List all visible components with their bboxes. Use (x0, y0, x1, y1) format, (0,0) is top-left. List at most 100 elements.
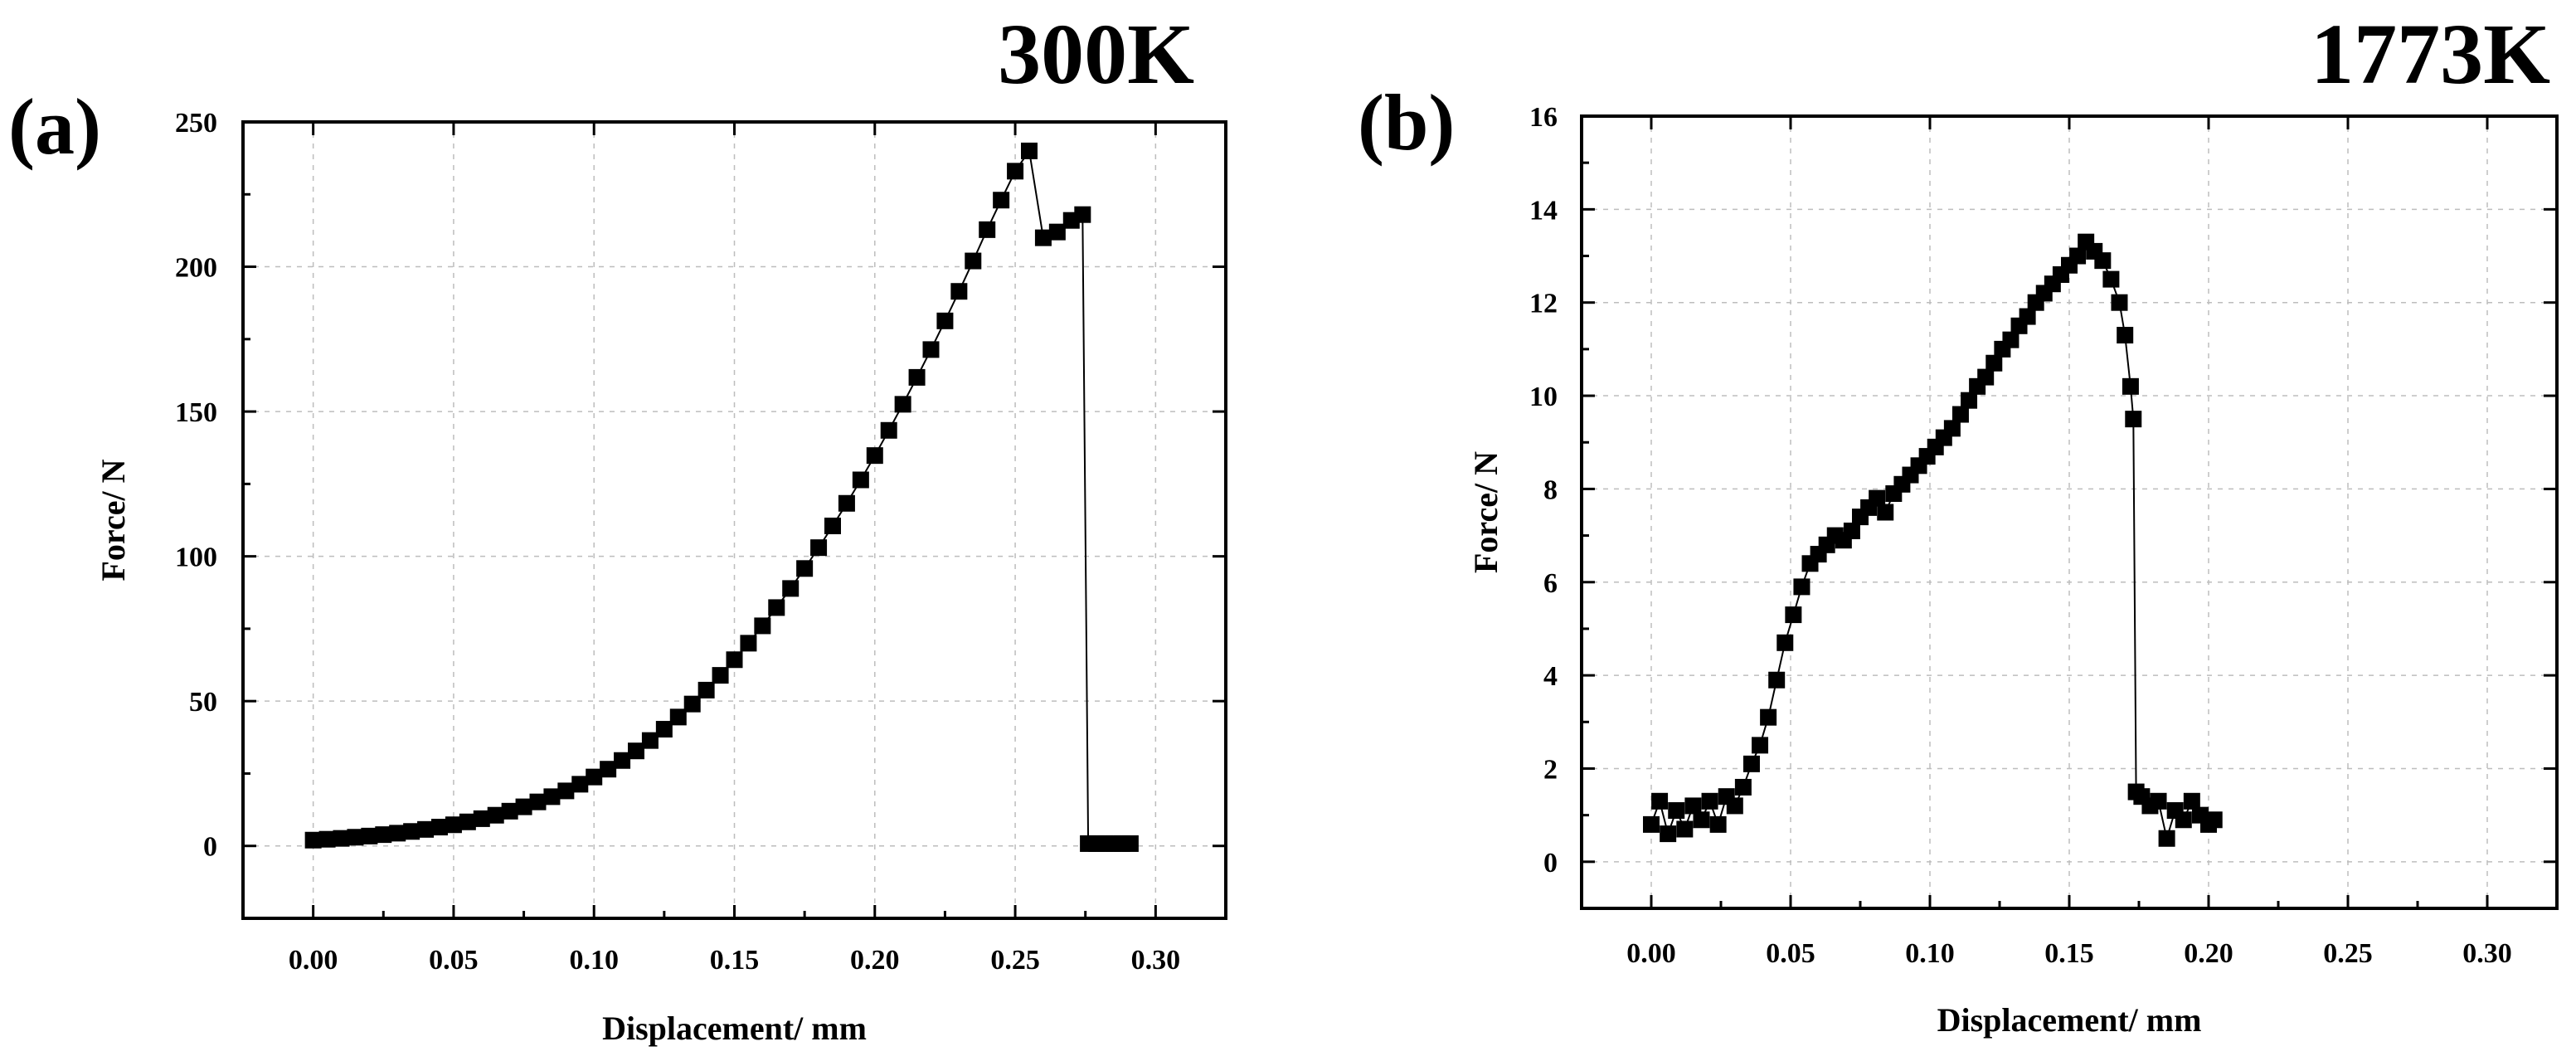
data-point (557, 782, 575, 800)
data-point (2069, 247, 2087, 265)
x-tick-label: 0.20 (850, 945, 900, 976)
x-tick-label: 0.10 (569, 945, 619, 976)
x-tick-label: 0.20 (2184, 938, 2233, 969)
y-tick-label: 8 (1543, 475, 1558, 505)
x-tick-label: 0.00 (1626, 938, 1676, 969)
data-point (894, 396, 911, 413)
chart-a: 0.00 0.05 0.10 0.15 0.20 0.25 0.30 0 50 100 150 200… (8, 7, 1227, 1047)
plot-frame (241, 120, 1227, 920)
data-point (571, 776, 589, 793)
data-point (866, 447, 883, 465)
data-point (1951, 406, 1969, 423)
data-point (1760, 708, 1777, 726)
data-point (768, 599, 785, 616)
data-point (641, 732, 659, 749)
data-point (782, 580, 800, 597)
x-tick-label: 0.30 (2462, 938, 2512, 969)
data-point (1726, 797, 1743, 815)
data-point (1643, 815, 1660, 833)
data-point (2158, 830, 2175, 847)
x-axis-label: Displacement/ mm (1937, 1001, 2202, 1039)
data-point (2150, 792, 2167, 810)
data-point (431, 819, 448, 836)
data-point (445, 816, 462, 834)
data-point (389, 825, 406, 842)
y-tick-label: 16 (1529, 102, 1558, 133)
data-point (1693, 811, 1710, 829)
y-tick-label: 2 (1543, 754, 1558, 785)
data-point (403, 823, 420, 840)
y-tick-label: 6 (1543, 568, 1558, 599)
grid-lines (243, 121, 1226, 918)
series-300K (304, 142, 1139, 852)
y-tick-label: 14 (1529, 195, 1558, 226)
data-point (754, 617, 771, 635)
data-point (515, 798, 532, 815)
data-point (655, 721, 673, 738)
data-point (740, 635, 757, 652)
data-point (600, 761, 617, 778)
data-point (2183, 792, 2200, 810)
x-tick-label: 0.30 (1131, 945, 1181, 976)
data-point (950, 283, 968, 300)
data-point (838, 494, 855, 512)
data-point (697, 681, 715, 698)
data-point (880, 421, 897, 439)
y-tick-label: 100 (175, 543, 217, 573)
y-tick-label: 150 (175, 397, 217, 428)
data-point (614, 752, 631, 769)
data-point (543, 788, 561, 805)
y-axis-label: Force/ N (1467, 451, 1504, 573)
data-point (417, 820, 435, 838)
data-point (2125, 411, 2142, 428)
data-point (473, 810, 490, 827)
x-tick-label: 0.25 (2323, 938, 2373, 969)
data-point (501, 802, 518, 820)
data-point (347, 829, 364, 846)
data-point (487, 806, 504, 824)
data-point (1961, 392, 1978, 409)
data-point (1021, 142, 1038, 159)
data-point (1121, 835, 1139, 852)
data-point (1793, 578, 1810, 596)
data-point (1660, 825, 1677, 843)
data-point (1709, 815, 1727, 833)
data-point (2117, 327, 2134, 344)
data-point (1843, 522, 1860, 539)
data-point (1676, 820, 1694, 838)
chart-title: 1773K (2311, 7, 2550, 102)
x-tick-label: 0.10 (1905, 938, 1955, 969)
data-point (683, 695, 701, 713)
data-point (1651, 792, 1669, 810)
y-tick-label: 0 (1543, 848, 1558, 878)
data-point (1034, 229, 1052, 246)
data-point (1776, 634, 1794, 651)
data-point (375, 826, 392, 844)
data-point (726, 651, 743, 669)
chart-title: 300K (998, 7, 1194, 102)
data-point (1785, 606, 1802, 624)
data-point (2102, 270, 2120, 288)
data-point (1007, 163, 1024, 180)
data-point (1668, 802, 1685, 820)
y-tick-label: 10 (1529, 382, 1558, 412)
y-tick-label: 4 (1543, 661, 1558, 692)
data-point (993, 192, 1010, 209)
chart-b: 0.00 0.05 0.10 0.15 0.20 0.25 0.30 0 2 4 6 8 10 12 14 1… (1358, 7, 2559, 1039)
x-axis-label: Displacement/ mm (602, 1010, 867, 1047)
data-point (908, 368, 926, 386)
data-point (965, 252, 982, 270)
data-point (1869, 489, 1886, 507)
data-point (2175, 811, 2192, 829)
data-point (1877, 504, 1894, 521)
y-tick-label: 200 (175, 253, 217, 284)
y-tick-label: 0 (203, 832, 217, 863)
data-point (1742, 755, 1760, 772)
x-tick-label: 0.05 (429, 945, 479, 976)
data-point (2002, 331, 2019, 348)
data-point (922, 341, 940, 358)
data-point (810, 539, 828, 557)
data-point (669, 708, 687, 726)
data-point (1734, 778, 1752, 796)
x-tick-label: 0.25 (990, 945, 1040, 976)
